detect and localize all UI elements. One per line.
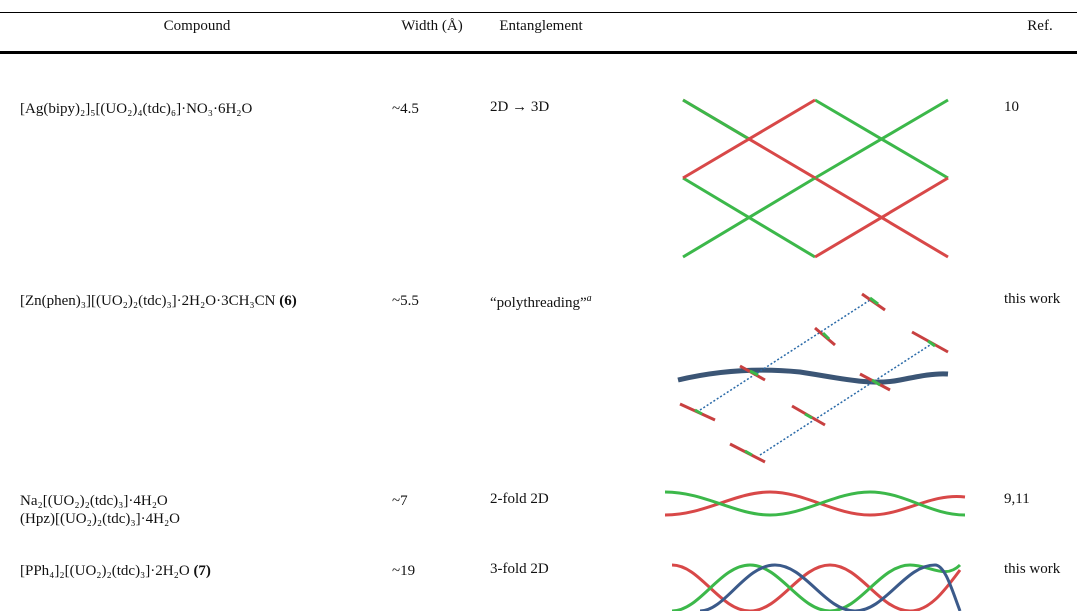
formula: [Ag(bipy)₂]₅[(UO₂)₄(tdc)₆]·NO₃·6H₂O [20,101,252,117]
footnote-mark: a [587,293,592,304]
compound-label: (6) [279,293,297,309]
structure-3-fold [672,565,960,611]
entanglement-cell: 2-fold 2D [490,490,549,508]
width-cell: ~5.5 [392,292,419,310]
width-cell: ~4.5 [392,100,419,118]
compound-cell: (Hpz)[(UO₂)₂(tdc)₃]·4H₂O [20,510,180,528]
entanglement: 3-fold 2D [490,561,549,577]
formula: (Hpz)[(UO₂)₂(tdc)₃]·4H₂O [20,511,180,527]
entanglement: 2D → 3D [490,99,549,115]
compound-cell: Na₂[(UO₂)₂(tdc)₃]·4H₂O [20,492,168,510]
formula: [PPh₄]₂[(UO₂)₂(tdc)₃]·2H₂O [20,563,190,579]
structure-2-fold [665,492,965,515]
entanglement-cell: 2D → 3D [490,98,549,116]
ref-cell: 10 [1004,98,1019,116]
width-cell: ~7 [392,492,408,510]
header-cell: Compound [97,17,297,35]
header-cell: Entanglement [441,17,641,35]
ref-cell: this work [1004,290,1060,308]
compound-label: (7) [193,563,211,579]
formula: [Zn(phen)₃][(UO₂)₂(tdc)₃]·2H₂O·3CH₃CN [20,293,275,309]
width-cell: ~19 [392,562,415,580]
compound-cell: [PPh₄]₂[(UO₂)₂(tdc)₃]·2H₂O (7) [20,562,211,580]
entanglement-cell: 3-fold 2D [490,560,549,578]
compound-cell: [Ag(bipy)₂]₅[(UO₂)₄(tdc)₆]·NO₃·6H₂O [20,100,252,118]
entanglement-cell: “polythreading”a [490,290,592,312]
header-cell: Ref. [940,17,1077,35]
formula: Na₂[(UO₂)₂(tdc)₃]·4H₂O [20,493,168,509]
entanglement: “polythreading” [490,295,587,311]
ref-cell: this work [1004,560,1060,578]
compound-cell: [Zn(phen)₃][(UO₂)₂(tdc)₃]·2H₂O·3CH₃CN (6… [20,292,297,310]
page: CompoundWidth (Å)EntanglementRef.[Ag(bip… [0,0,1077,611]
structure-2d-3d [683,100,948,257]
ref-cell: 9,11 [1004,490,1030,508]
structure-polythreading [678,294,948,462]
entanglement: 2-fold 2D [490,491,549,507]
